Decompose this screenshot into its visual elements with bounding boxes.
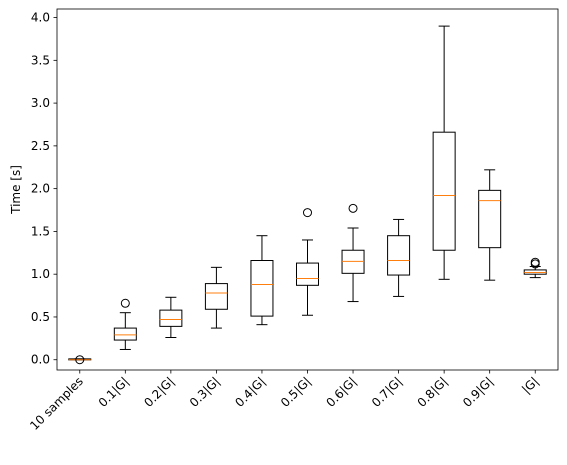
y-tick-label: 2.5	[31, 139, 50, 153]
box-0.8|G|	[432, 25, 456, 280]
box-0.2|G|	[159, 296, 183, 338]
box-0.3|G|	[204, 266, 228, 329]
box-0.1|G|	[113, 298, 137, 350]
box-0.9|G|	[478, 169, 502, 281]
boxes-layer	[68, 25, 547, 365]
iqr-box	[432, 131, 456, 251]
box-0.4|G|	[250, 235, 274, 326]
outlier-point	[120, 298, 130, 308]
y-tick-label: 0.5	[31, 310, 50, 324]
y-tick-label: 0.0	[31, 353, 50, 367]
y-tick-label: 4.0	[31, 11, 50, 25]
outlier-point	[303, 208, 312, 218]
y-tick-label: 1.0	[31, 267, 50, 281]
y-axis: 0.0 0.5 1.0 1.5 2.0 2.5 3.0 3.5 4.0	[31, 11, 57, 367]
box-|G|	[523, 257, 547, 279]
box-0.6|G|	[341, 203, 365, 303]
iqr-box	[113, 327, 137, 341]
iqr-box	[204, 283, 228, 310]
y-tick-label: 3.0	[31, 96, 50, 110]
box-10 samples	[68, 355, 92, 365]
y-tick-label: 1.5	[31, 224, 50, 238]
iqr-box	[387, 235, 411, 276]
box-0.5|G|	[296, 208, 319, 316]
outlier-point	[530, 257, 540, 267]
y-axis-label: Time [s]	[9, 165, 23, 215]
y-tick-label: 3.5	[31, 53, 50, 67]
iqr-box	[478, 189, 502, 249]
outlier-point	[75, 355, 85, 365]
iqr-box	[159, 309, 183, 327]
iqr-box	[296, 262, 319, 286]
box-0.7|G|	[387, 218, 411, 297]
iqr-box	[250, 260, 274, 317]
outlier-point	[348, 203, 358, 213]
y-tick-label: 2.0	[31, 182, 50, 196]
